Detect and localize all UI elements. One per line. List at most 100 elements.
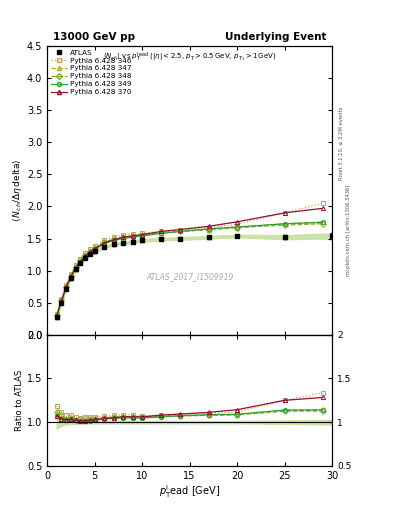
Pythia 6.428 348 xyxy=(282,222,287,228)
Line: Pythia 6.428 347: Pythia 6.428 347 xyxy=(55,220,325,317)
Pythia 6.428 346 xyxy=(92,243,97,249)
Pythia 6.428 348 xyxy=(159,230,163,236)
Pythia 6.428 349 xyxy=(282,221,287,227)
Pythia 6.428 370 xyxy=(140,231,145,238)
Pythia 6.428 347 xyxy=(88,248,92,254)
Pythia 6.428 347 xyxy=(83,253,88,259)
Pythia 6.428 349 xyxy=(130,234,135,240)
Pythia 6.428 347 xyxy=(111,236,116,242)
Pythia 6.428 348 xyxy=(88,248,92,254)
Pythia 6.428 347 xyxy=(159,230,163,236)
Pythia 6.428 346 xyxy=(88,246,92,252)
Pythia 6.428 349 xyxy=(68,273,73,280)
Pythia 6.428 370 xyxy=(320,205,325,211)
Pythia 6.428 347 xyxy=(102,239,107,245)
Pythia 6.428 370 xyxy=(102,240,107,246)
Pythia 6.428 346 xyxy=(73,262,78,268)
Pythia 6.428 347 xyxy=(54,312,59,318)
Pythia 6.428 349 xyxy=(92,246,97,252)
Pythia 6.428 349 xyxy=(83,253,88,260)
Pythia 6.428 346 xyxy=(64,282,68,288)
Pythia 6.428 349 xyxy=(235,224,239,230)
Pythia 6.428 346 xyxy=(140,230,145,237)
Pythia 6.428 348 xyxy=(235,225,239,231)
Pythia 6.428 348 xyxy=(206,226,211,232)
Pythia 6.428 347 xyxy=(92,245,97,251)
Pythia 6.428 346 xyxy=(83,250,88,257)
Pythia 6.428 346 xyxy=(102,238,107,244)
Pythia 6.428 348 xyxy=(59,297,64,303)
Pythia 6.428 346 xyxy=(78,256,83,262)
Pythia 6.428 347 xyxy=(68,272,73,279)
Pythia 6.428 348 xyxy=(54,312,59,318)
Pythia 6.428 347 xyxy=(320,219,325,225)
Pythia 6.428 347 xyxy=(64,284,68,290)
Pythia 6.428 346 xyxy=(68,271,73,277)
Pythia 6.428 349 xyxy=(178,228,182,234)
Pythia 6.428 346 xyxy=(282,210,287,216)
Pythia 6.428 346 xyxy=(320,200,325,206)
Pythia 6.428 348 xyxy=(92,245,97,251)
Pythia 6.428 370 xyxy=(92,246,97,252)
Pythia 6.428 370 xyxy=(111,237,116,243)
Pythia 6.428 347 xyxy=(206,226,211,232)
Pythia 6.428 347 xyxy=(73,264,78,270)
Text: $\langle N_{ch}\rangle$ vs $p_{\rm T}^{\rm lead}$ ($|\eta|<2.5,\,p_{\rm T}>0.5\,: $\langle N_{ch}\rangle$ vs $p_{\rm T}^{\… xyxy=(103,50,276,64)
Pythia 6.428 347 xyxy=(130,233,135,239)
Pythia 6.428 346 xyxy=(206,225,211,231)
Pythia 6.428 370 xyxy=(159,228,163,234)
Pythia 6.428 370 xyxy=(59,298,64,305)
Line: Pythia 6.428 349: Pythia 6.428 349 xyxy=(55,220,325,318)
Pythia 6.428 349 xyxy=(78,259,83,265)
Pythia 6.428 348 xyxy=(130,233,135,239)
Pythia 6.428 370 xyxy=(78,259,83,265)
Pythia 6.428 348 xyxy=(68,272,73,279)
Pythia 6.428 370 xyxy=(64,284,68,290)
Pythia 6.428 349 xyxy=(320,220,325,226)
Pythia 6.428 348 xyxy=(73,264,78,270)
Pythia 6.428 348 xyxy=(111,236,116,242)
Pythia 6.428 370 xyxy=(130,233,135,239)
Pythia 6.428 347 xyxy=(78,258,83,264)
Y-axis label: Ratio to ATLAS: Ratio to ATLAS xyxy=(15,370,24,431)
X-axis label: $p_{\rm T}^{\rm l}{\rm ead}\ [\rm GeV]$: $p_{\rm T}^{\rm l}{\rm ead}\ [\rm GeV]$ xyxy=(159,483,220,500)
Pythia 6.428 349 xyxy=(73,265,78,271)
Pythia 6.428 348 xyxy=(320,221,325,227)
Pythia 6.428 349 xyxy=(88,249,92,255)
Pythia 6.428 346 xyxy=(111,234,116,240)
Pythia 6.428 346 xyxy=(59,296,64,302)
Pythia 6.428 370 xyxy=(54,313,59,319)
Pythia 6.428 348 xyxy=(140,231,145,238)
Line: Pythia 6.428 346: Pythia 6.428 346 xyxy=(55,201,325,316)
Text: ATLAS_2017_I1509919: ATLAS_2017_I1509919 xyxy=(146,272,233,282)
Pythia 6.428 349 xyxy=(140,233,145,239)
Text: 13000 GeV pp: 13000 GeV pp xyxy=(53,32,135,42)
Pythia 6.428 347 xyxy=(59,297,64,304)
Y-axis label: $\langle\, N_{ch}/\Delta\eta\,\mathrm{delta}\rangle$: $\langle\, N_{ch}/\Delta\eta\,\mathrm{de… xyxy=(11,159,24,222)
Pythia 6.428 347 xyxy=(235,225,239,231)
Pythia 6.428 370 xyxy=(68,273,73,280)
Pythia 6.428 349 xyxy=(102,241,107,247)
Pythia 6.428 349 xyxy=(111,238,116,244)
Pythia 6.428 349 xyxy=(159,230,163,237)
Pythia 6.428 346 xyxy=(159,228,163,234)
Pythia 6.428 348 xyxy=(64,284,68,290)
Pythia 6.428 346 xyxy=(235,221,239,227)
Pythia 6.428 346 xyxy=(121,232,125,239)
Pythia 6.428 349 xyxy=(59,298,64,305)
Pythia 6.428 348 xyxy=(121,234,125,240)
Pythia 6.428 347 xyxy=(178,228,182,234)
Pythia 6.428 346 xyxy=(54,311,59,317)
Pythia 6.428 349 xyxy=(54,313,59,319)
Pythia 6.428 370 xyxy=(178,226,182,232)
Pythia 6.428 370 xyxy=(206,223,211,229)
Pythia 6.428 349 xyxy=(121,236,125,242)
Pythia 6.428 370 xyxy=(73,265,78,271)
Line: Pythia 6.428 348: Pythia 6.428 348 xyxy=(55,222,325,317)
Pythia 6.428 349 xyxy=(206,226,211,232)
Pythia 6.428 349 xyxy=(64,284,68,290)
Pythia 6.428 348 xyxy=(102,239,107,245)
Pythia 6.428 347 xyxy=(140,231,145,238)
Text: mcplots.cern.ch [arXiv:1306.3436]: mcplots.cern.ch [arXiv:1306.3436] xyxy=(346,185,351,276)
Pythia 6.428 370 xyxy=(235,219,239,225)
